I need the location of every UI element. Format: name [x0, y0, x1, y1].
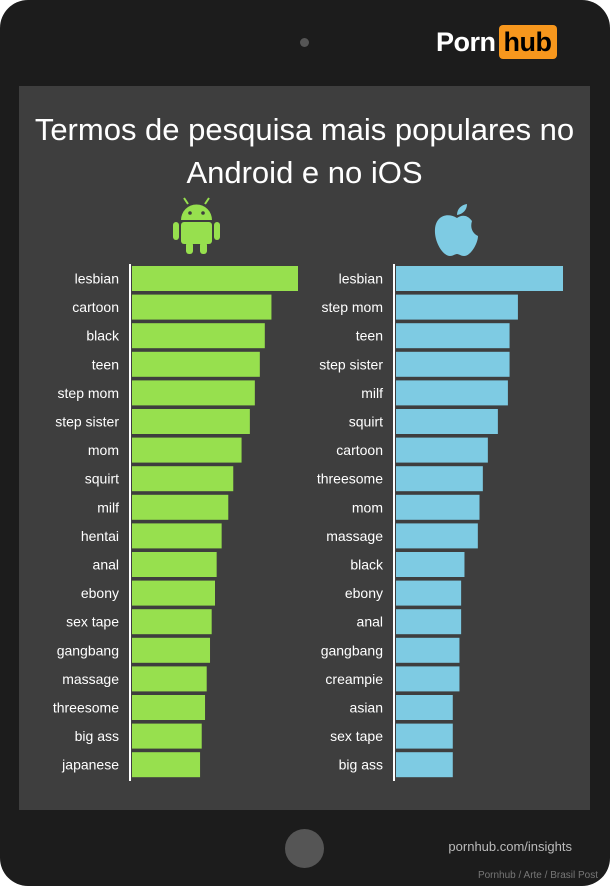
android-bar	[132, 409, 250, 434]
ios-category-label: teen	[356, 328, 383, 344]
android-bar	[132, 752, 201, 778]
android-bar	[132, 437, 242, 463]
logo-text-hub: hub	[498, 25, 557, 59]
android-category-label: milf	[97, 499, 119, 515]
logo-text-porn: Porn	[436, 26, 496, 57]
android-bar	[132, 695, 206, 720]
android-bar	[132, 552, 217, 577]
ios-bar	[396, 294, 518, 320]
ios-bar-group: lesbian step mom teen step sister milf squirt…	[317, 266, 563, 778]
android-category-label: threesome	[53, 700, 119, 716]
android-bar	[132, 380, 255, 406]
chart-screen: Termos de pesquisa mais populares no And…	[19, 86, 590, 810]
android-category-label: anal	[93, 557, 119, 573]
ios-bar	[396, 266, 563, 291]
ios-bar	[396, 580, 462, 606]
android-category-label: mom	[88, 442, 119, 458]
android-bar	[132, 666, 207, 692]
ios-category-label: step sister	[319, 356, 383, 372]
android-category-label: sex tape	[66, 614, 119, 630]
android-bar-group: lesbian cartoon black teen step mom step sist…	[53, 266, 298, 778]
android-bar	[132, 466, 234, 492]
android-bar	[132, 323, 265, 349]
ios-category-label: step mom	[322, 299, 383, 315]
android-bar	[132, 609, 212, 635]
ios-bar	[396, 494, 480, 520]
insights-link[interactable]: pornhub.com/insights	[448, 839, 572, 854]
android-bar	[132, 523, 222, 549]
pornhub-logo: Porn hub	[436, 22, 557, 62]
ios-bar	[396, 752, 453, 778]
android-category-label: cartoon	[72, 299, 119, 315]
apple-icon	[434, 204, 478, 256]
ios-bar	[396, 637, 460, 663]
android-bar	[132, 637, 211, 663]
android-category-label: lesbian	[75, 271, 119, 287]
ios-category-label: big ass	[339, 757, 383, 773]
android-category-label: teen	[92, 356, 119, 372]
ios-bar	[396, 409, 498, 434]
ios-category-label: anal	[357, 614, 383, 630]
credit-text: Pornhub / Arte / Brasil Post	[477, 870, 598, 881]
android-category-label: step sister	[55, 414, 119, 430]
ios-category-label: squirt	[349, 414, 383, 430]
ios-category-label: sex tape	[330, 728, 383, 744]
ios-bar	[396, 466, 483, 492]
ios-bar	[396, 437, 488, 463]
android-bar	[132, 494, 229, 520]
ios-bar	[396, 666, 460, 692]
ios-category-label: lesbian	[339, 271, 383, 287]
android-category-label: gangbang	[57, 642, 119, 658]
ios-category-label: massage	[326, 528, 383, 544]
android-category-label: big ass	[75, 728, 119, 744]
chart-title: Termos de pesquisa mais populares no And…	[34, 112, 575, 190]
ios-category-label: gangbang	[321, 642, 383, 658]
ios-category-label: threesome	[317, 471, 383, 487]
ios-bar	[396, 523, 478, 549]
ios-bar	[396, 380, 508, 406]
android-bar	[132, 294, 272, 320]
ios-bar	[396, 695, 453, 720]
android-bar	[132, 723, 202, 749]
ios-category-label: mom	[352, 499, 383, 515]
android-category-label: hentai	[81, 528, 119, 544]
android-category-label: step mom	[58, 385, 119, 401]
ios-category-label: black	[350, 557, 384, 573]
home-button[interactable]	[285, 829, 324, 868]
android-category-label: japanese	[61, 757, 119, 773]
ios-bar	[396, 351, 510, 377]
android-category-label: ebony	[81, 585, 119, 601]
android-bar	[132, 351, 260, 377]
ios-category-label: milf	[361, 385, 383, 401]
ios-bar	[396, 723, 453, 749]
ios-category-label: cartoon	[336, 442, 383, 458]
camera-dot	[300, 38, 309, 47]
ios-bar	[396, 323, 510, 349]
android-icon	[173, 197, 220, 254]
android-category-label: squirt	[85, 471, 119, 487]
ios-category-label: ebony	[345, 585, 383, 601]
android-bar	[132, 266, 298, 291]
android-category-label: massage	[62, 671, 119, 687]
android-bar	[132, 580, 215, 606]
ios-category-label: creampie	[325, 671, 383, 687]
ios-bar	[396, 552, 465, 577]
ios-bar	[396, 609, 462, 635]
android-category-label: black	[86, 328, 120, 344]
ios-category-label: asian	[350, 700, 383, 716]
